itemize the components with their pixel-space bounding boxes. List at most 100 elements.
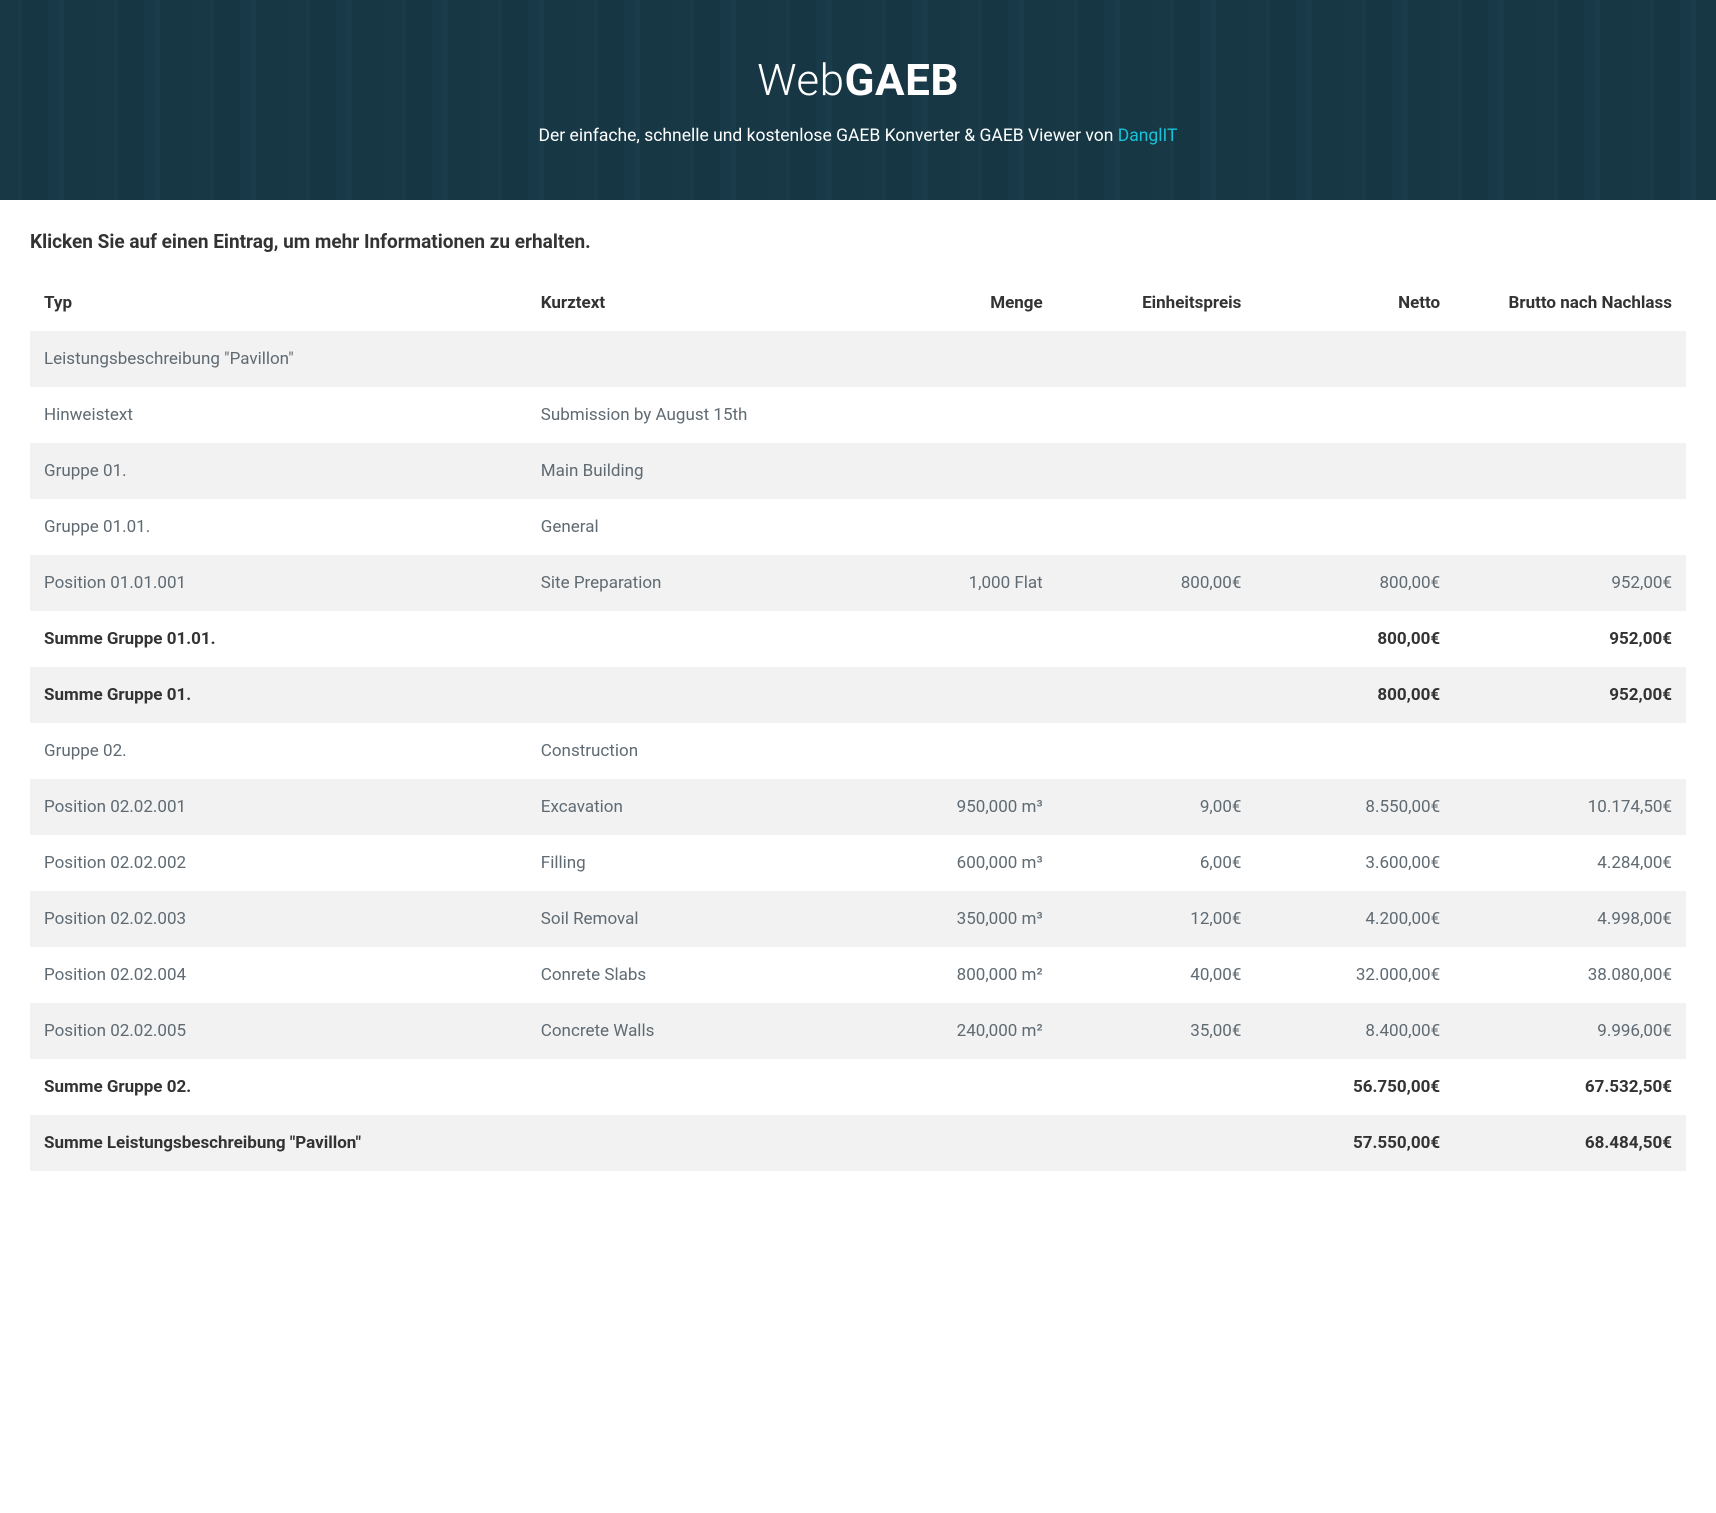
cell-netto [1255,499,1454,555]
table-row[interactable]: Gruppe 01.Main Building [30,443,1686,499]
hero-banner: WebGAEB Der einfache, schnelle und koste… [0,0,1716,200]
table-row[interactable]: Summe Gruppe 02.56.750,00€67.532,50€ [30,1059,1686,1115]
cell-menge [858,331,1057,387]
cell-menge [858,723,1057,779]
cell-ep [1057,723,1256,779]
cell-menge [858,387,1057,443]
cell-menge [858,667,1057,723]
cell-netto: 800,00€ [1255,667,1454,723]
cell-typ: Summe Gruppe 01.01. [30,611,527,667]
cell-typ: Position 02.02.003 [30,891,527,947]
cell-kurztext [527,611,858,667]
cell-kurztext: Site Preparation [527,555,858,611]
cell-ep: 6,00€ [1057,835,1256,891]
cell-netto: 3.600,00€ [1255,835,1454,891]
hero-title-bold: GAEB [845,54,959,106]
cell-brutto: 952,00€ [1454,611,1686,667]
cell-brutto: 952,00€ [1454,555,1686,611]
table-row[interactable]: Position 01.01.001Site Preparation1,000 … [30,555,1686,611]
cell-brutto [1454,499,1686,555]
table-row[interactable]: Gruppe 02.Construction [30,723,1686,779]
cell-typ: Position 02.02.004 [30,947,527,1003]
cell-menge [858,611,1057,667]
cell-menge [858,1115,1057,1171]
cell-brutto: 9.996,00€ [1454,1003,1686,1059]
cell-ep: 35,00€ [1057,1003,1256,1059]
cell-menge: 950,000 m³ [858,779,1057,835]
cell-brutto: 38.080,00€ [1454,947,1686,1003]
table-row[interactable]: Position 02.02.002Filling600,000 m³6,00€… [30,835,1686,891]
hero-subtitle: Der einfache, schnelle und kostenlose GA… [539,126,1178,146]
cell-ep [1057,1115,1256,1171]
cell-kurztext [527,1115,858,1171]
cell-typ: Gruppe 01.01. [30,499,527,555]
cell-typ: Gruppe 02. [30,723,527,779]
cell-ep [1057,667,1256,723]
cell-netto: 800,00€ [1255,611,1454,667]
hero-title: WebGAEB [757,54,959,106]
table-row[interactable]: Summe Leistungsbeschreibung "Pavillon"57… [30,1115,1686,1171]
cell-ep [1057,1059,1256,1115]
cell-menge: 240,000 m² [858,1003,1057,1059]
cell-menge: 350,000 m³ [858,891,1057,947]
cell-kurztext: Conrete Slabs [527,947,858,1003]
cell-netto [1255,443,1454,499]
cell-kurztext: Concrete Walls [527,1003,858,1059]
table-row[interactable]: Position 02.02.004Conrete Slabs800,000 m… [30,947,1686,1003]
cell-typ: Gruppe 01. [30,443,527,499]
table-row[interactable]: HinweistextSubmission by August 15th [30,387,1686,443]
cell-netto: 8.550,00€ [1255,779,1454,835]
cell-menge: 600,000 m³ [858,835,1057,891]
cell-kurztext: Filling [527,835,858,891]
cell-brutto [1454,387,1686,443]
cell-brutto [1454,443,1686,499]
instruction-text: Klicken Sie auf einen Eintrag, um mehr I… [30,230,1686,253]
hero-subtitle-text: Der einfache, schnelle und kostenlose GA… [539,126,1118,146]
cell-kurztext: Submission by August 15th [527,387,858,443]
cell-kurztext: Construction [527,723,858,779]
cell-ep: 40,00€ [1057,947,1256,1003]
cell-typ: Position 02.02.002 [30,835,527,891]
cell-netto: 800,00€ [1255,555,1454,611]
cell-menge [858,443,1057,499]
cell-netto: 32.000,00€ [1255,947,1454,1003]
col-brutto: Brutto nach Nachlass [1454,275,1686,331]
cell-ep: 9,00€ [1057,779,1256,835]
table-row[interactable]: Gruppe 01.01.General [30,499,1686,555]
cell-brutto: 67.532,50€ [1454,1059,1686,1115]
cell-netto [1255,331,1454,387]
hero-title-thin: Web [757,54,844,106]
cell-brutto: 952,00€ [1454,667,1686,723]
cell-netto: 57.550,00€ [1255,1115,1454,1171]
col-netto: Netto [1255,275,1454,331]
cell-typ: Position 02.02.005 [30,1003,527,1059]
col-kurztext: Kurztext [527,275,858,331]
hero-subtitle-link[interactable]: DanglIT [1118,126,1178,146]
cell-ep: 12,00€ [1057,891,1256,947]
table-row[interactable]: Position 02.02.005Concrete Walls240,000 … [30,1003,1686,1059]
cell-brutto: 68.484,50€ [1454,1115,1686,1171]
cell-brutto [1454,723,1686,779]
table-row[interactable]: Summe Gruppe 01.01. 800,00€952,00€ [30,611,1686,667]
cell-brutto: 10.174,50€ [1454,779,1686,835]
table-row[interactable]: Position 02.02.003Soil Removal350,000 m³… [30,891,1686,947]
cell-menge [858,499,1057,555]
cell-ep [1057,499,1256,555]
cell-kurztext: Main Building [527,443,858,499]
cell-brutto: 4.998,00€ [1454,891,1686,947]
cell-netto [1255,387,1454,443]
table-header-row: Typ Kurztext Menge Einheitspreis Netto B… [30,275,1686,331]
cell-ep [1057,331,1256,387]
table-row[interactable]: Leistungsbeschreibung "Pavillon" [30,331,1686,387]
cell-kurztext [527,1059,858,1115]
cell-kurztext [527,667,858,723]
table-row[interactable]: Summe Gruppe 01.800,00€952,00€ [30,667,1686,723]
cell-ep [1057,443,1256,499]
cell-brutto [1454,331,1686,387]
table-row[interactable]: Position 02.02.001Excavation950,000 m³9,… [30,779,1686,835]
cell-kurztext: Excavation [527,779,858,835]
cell-menge: 1,000 Flat [858,555,1057,611]
cell-kurztext: Soil Removal [527,891,858,947]
cell-ep [1057,387,1256,443]
cell-netto [1255,723,1454,779]
